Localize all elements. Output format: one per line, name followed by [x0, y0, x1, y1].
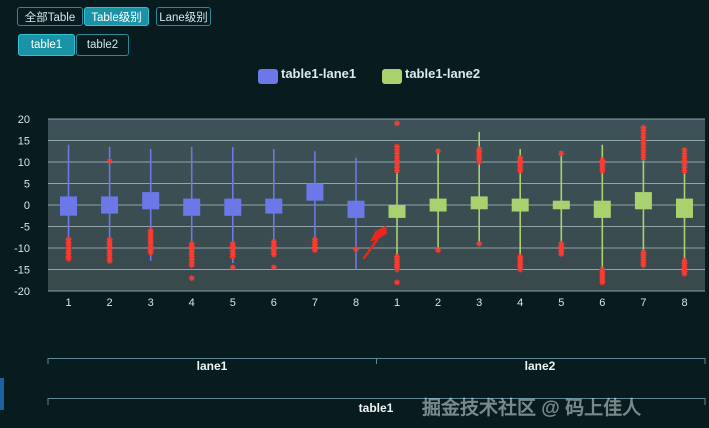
- svg-text:-5: -5: [20, 222, 30, 234]
- svg-text:6: 6: [271, 297, 277, 309]
- svg-text:5: 5: [230, 297, 236, 309]
- svg-text:-10: -10: [14, 243, 30, 255]
- svg-text:1: 1: [65, 297, 71, 309]
- svg-text:-15: -15: [14, 265, 30, 277]
- svg-text:15: 15: [18, 136, 30, 148]
- svg-text:4: 4: [189, 297, 195, 309]
- svg-text:8: 8: [353, 297, 359, 309]
- svg-text:4: 4: [517, 297, 523, 309]
- svg-text:5: 5: [24, 179, 30, 191]
- svg-text:8: 8: [681, 297, 687, 309]
- svg-text:2: 2: [107, 297, 113, 309]
- svg-text:0: 0: [24, 200, 30, 212]
- svg-text:1: 1: [394, 297, 400, 309]
- svg-text:3: 3: [148, 297, 154, 309]
- svg-text:7: 7: [312, 297, 318, 309]
- svg-text:20: 20: [18, 114, 30, 126]
- svg-text:5: 5: [558, 297, 564, 309]
- svg-text:10: 10: [18, 157, 30, 169]
- svg-text:6: 6: [599, 297, 605, 309]
- svg-text:7: 7: [640, 297, 646, 309]
- svg-text:-20: -20: [14, 286, 30, 298]
- svg-text:3: 3: [476, 297, 482, 309]
- svg-text:2: 2: [435, 297, 441, 309]
